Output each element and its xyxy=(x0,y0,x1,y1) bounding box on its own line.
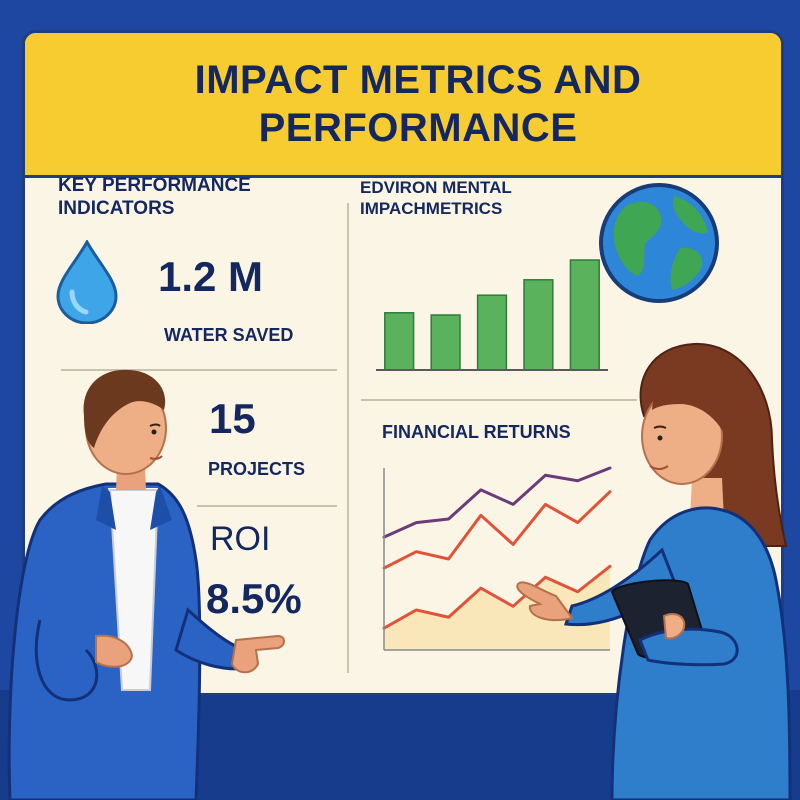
area-fill xyxy=(384,566,610,650)
globe-icon xyxy=(599,183,719,303)
projects-label: PROJECTS xyxy=(208,459,306,479)
environmental-heading: EDVIRON MENTAL IMPACHMETRICS xyxy=(360,178,512,218)
male-presenter xyxy=(7,369,285,800)
roi-label: ROI xyxy=(210,520,271,558)
series-line-1 xyxy=(382,466,612,539)
vertical-divider xyxy=(347,203,349,673)
projects-value: 15 xyxy=(209,395,256,442)
bar-2 xyxy=(430,314,461,371)
roi-value: 8.5% xyxy=(206,575,302,622)
series-line-3 xyxy=(382,564,612,630)
environmental-bar-chart xyxy=(376,259,608,371)
kpi-divider-2 xyxy=(197,505,337,507)
kpi-divider-1 xyxy=(61,369,337,371)
bar-4 xyxy=(523,279,554,371)
water-saved-label: WATER SAVED xyxy=(164,325,294,345)
financial-line-chart xyxy=(382,466,612,651)
bar-3 xyxy=(476,294,508,371)
financial-heading: FINANCIAL RETURNS xyxy=(382,422,571,442)
water-drop-icon xyxy=(56,240,118,324)
title-band: IMPACT METRICS AND PERFORMANCE xyxy=(25,33,781,178)
female-presenter xyxy=(516,342,792,800)
page-title: IMPACT METRICS AND PERFORMANCE xyxy=(194,58,642,150)
series-line-2 xyxy=(382,490,612,570)
bar-5 xyxy=(569,259,600,371)
right-divider xyxy=(361,399,637,401)
bar-1 xyxy=(384,312,415,371)
kpi-heading: KEY PERFORMANCE INDICATORS xyxy=(58,175,251,219)
water-saved-value: 1.2 M xyxy=(158,253,264,300)
